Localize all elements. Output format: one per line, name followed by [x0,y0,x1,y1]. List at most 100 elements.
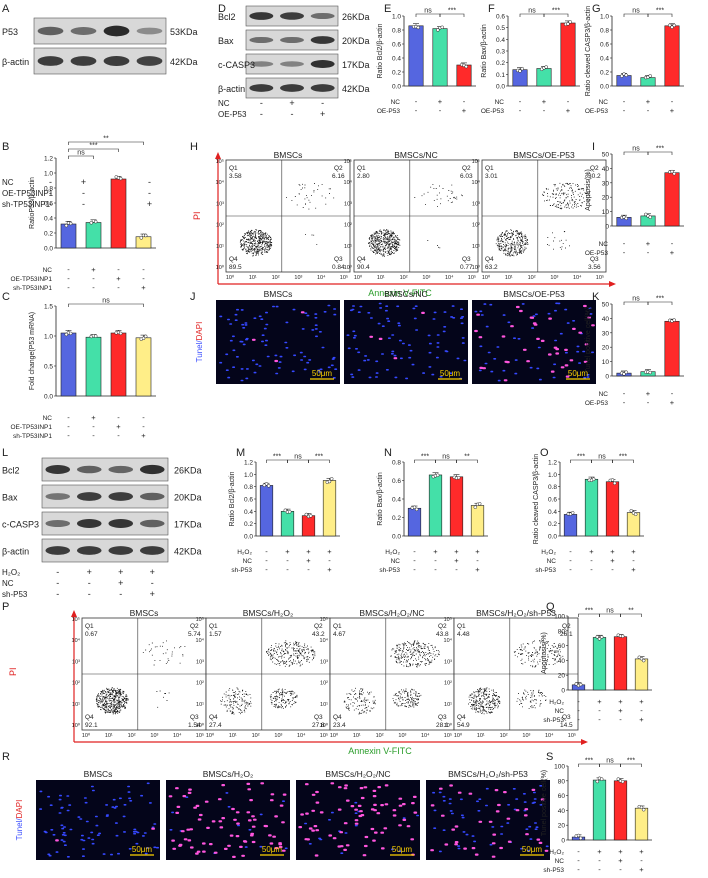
chart-y-tick-label: 1.5 [44,304,53,311]
condition-sign: - [671,389,674,398]
chart-y-tick-label: 0.6 [392,478,401,485]
data-point [595,635,600,639]
significance-label: ** [464,454,470,461]
bar [456,64,472,87]
flow-x-tick: 10³ [550,275,558,281]
flow-y-tick: 10¹ [216,244,224,250]
flow-q1-label: Q1 [85,623,94,630]
blot-band [249,61,274,67]
flow-q3-value: 0.84 [332,264,345,271]
dapi-nuclei [39,782,159,858]
data-point [610,478,615,482]
data-point [576,833,581,838]
chart-y-axis-label: Tunel positive cell(%) [585,307,592,373]
data-point [64,332,69,337]
blot-size-label: 42KDa [174,547,202,557]
tunel-label-part: DAPI [15,800,24,819]
bar [560,22,576,87]
tunel-image: BMSCs/OE-P53 50μm [472,289,596,384]
condition-sign: + [116,422,121,431]
dapi-nuclei [219,304,338,382]
chart-y-tick-label: 1.0 [548,472,557,479]
blot-strip [41,457,169,482]
condition-sign: - [577,847,580,856]
tunel-axis-label: Tunel/DAPI [195,322,204,363]
flow-x-tick: 10² [528,275,536,281]
chart-y-tick-label: 0.4 [44,216,53,223]
condition-sign: - [577,706,580,715]
condition-sign: + [150,589,155,599]
flow-plot: BMSCs/NCQ12.80Q26.03Q490.4Q30.7710⁰10⁰10… [344,150,479,281]
flow-q4-label: Q4 [485,256,494,263]
condition-sign: + [462,106,467,115]
flow-events [239,183,335,257]
flow-y-tick: 10³ [72,659,80,665]
significance-bracket [456,459,478,463]
blot-size-label: 53KDa [170,27,198,37]
condition-sign: - [92,274,95,283]
bar [407,507,422,537]
flow-q1-label: Q1 [457,623,466,630]
panel-letter-h: H [190,141,198,153]
condition-sign: + [87,567,92,577]
data-point [622,372,626,376]
data-point [624,73,628,77]
blot-band [139,492,165,501]
panel-letter-m: M [236,447,245,459]
condition-sign: - [148,177,151,187]
flow-y-tick: 10⁵ [344,158,352,165]
data-point [639,656,644,661]
dapi-nuclei [474,302,594,382]
chart-y-tick-label: 0.8 [392,460,401,467]
flow-q1-label: Q1 [357,165,366,172]
flow-q2-label: Q2 [438,623,447,630]
flow-y-tick: 10⁴ [320,637,329,644]
significance-bracket [68,141,144,145]
flow-x-tick: 10³ [294,275,302,281]
blot-row-label: Bcl2 [2,466,20,476]
chart-y-tick-label: 40 [602,166,610,173]
chart-y-tick-label: 20 [602,345,610,352]
condition-sign: - [647,398,650,407]
blot-band [310,36,335,44]
flow-x-tick: 10⁰ [454,732,463,739]
condition-sign: - [577,697,580,706]
blot-band [310,60,335,68]
data-point [264,482,269,486]
condition-sign: - [260,98,263,108]
flow-q3-label: Q3 [314,714,323,721]
condition-sign: + [81,177,86,187]
blot-band [310,84,335,92]
condition-sign: + [327,565,332,574]
data-point [287,510,292,514]
condition-sign: - [82,199,85,209]
condition-sign: - [117,265,120,274]
flow-y-tick: 10¹ [72,702,80,708]
condition-label: OE-P53 [218,110,247,119]
condition-sign: + [285,547,290,556]
flow-q2-label: Q2 [334,165,343,172]
data-point [599,635,604,639]
condition-sign: + [150,567,155,577]
flow-x-label: Annexin V-FITC [348,746,412,756]
blot-band [108,492,134,501]
chart-y-tick-label: 0.8 [600,28,609,35]
flow-x-arrow [609,281,616,287]
condition-label: NC [599,99,609,106]
blot-band [37,26,64,36]
blot-size-label: 42KDa [342,84,370,94]
bar [613,780,628,841]
flow-x-tick: 10² [500,733,508,739]
condition-sign: + [454,556,459,565]
data-point [578,836,583,841]
blot-row-label: β-actin [2,547,29,557]
data-point [416,25,420,30]
condition-sign: - [434,556,437,565]
chart-y-tick-label: 40 [558,658,566,665]
chart-y-tick-label: 0.0 [392,534,401,541]
condition-sign: - [647,248,650,257]
bar [613,636,628,691]
panel-letter-c: C [2,291,10,303]
flow-y-arrow [71,610,77,617]
data-point [93,219,98,224]
